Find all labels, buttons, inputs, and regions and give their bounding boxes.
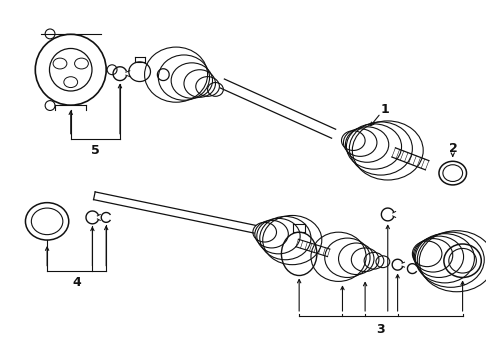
Text: 3: 3 (376, 323, 385, 336)
Text: 5: 5 (91, 144, 100, 157)
Text: 1: 1 (381, 103, 390, 116)
Text: 4: 4 (72, 276, 81, 289)
Text: 2: 2 (449, 142, 458, 155)
